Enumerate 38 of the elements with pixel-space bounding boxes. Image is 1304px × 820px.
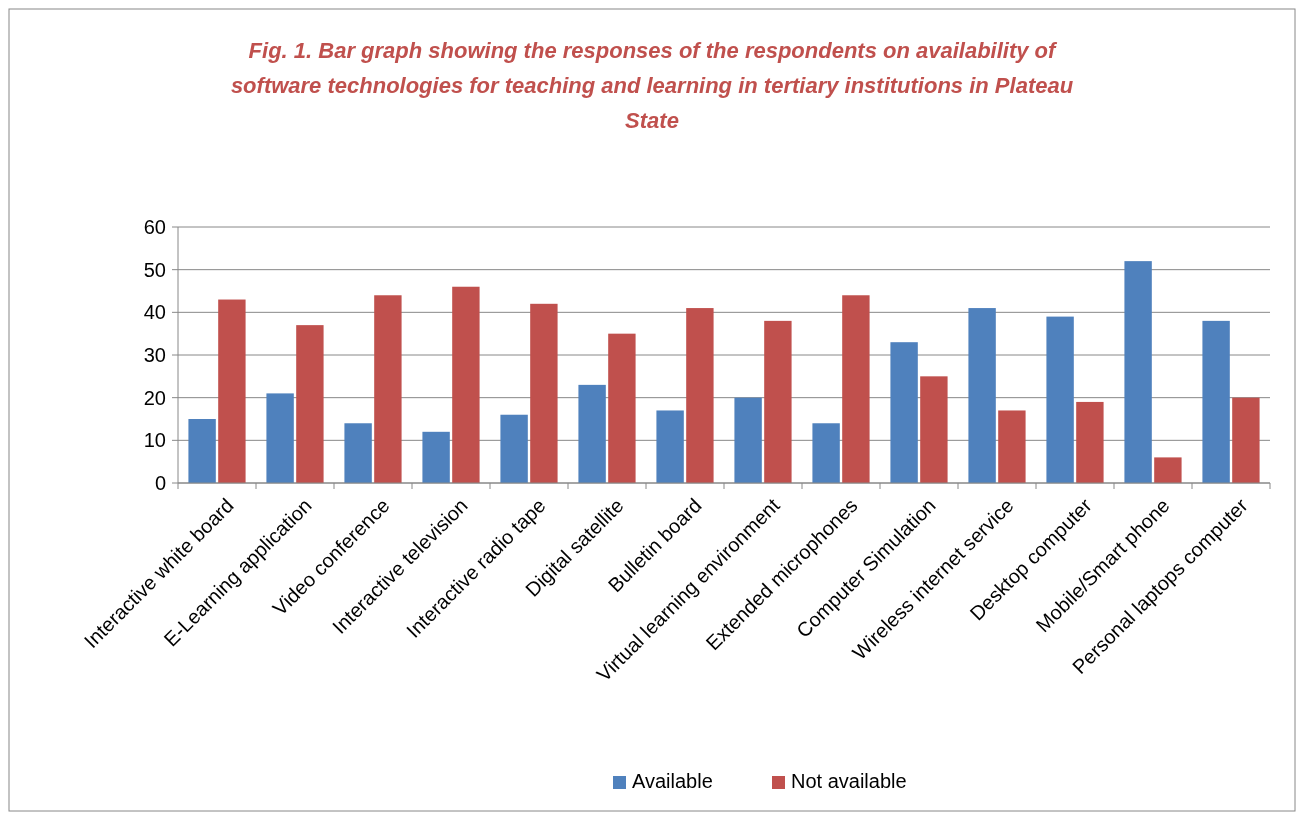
y-tick-label: 20 xyxy=(143,386,166,409)
bar xyxy=(452,286,480,483)
bar xyxy=(500,414,528,483)
bar xyxy=(890,342,918,483)
y-tick-label: 0 xyxy=(154,472,166,494)
bar xyxy=(656,410,684,483)
bar xyxy=(1046,316,1074,483)
bar xyxy=(812,423,840,483)
bar xyxy=(734,397,762,483)
legend-label: Available xyxy=(632,770,713,792)
y-tick-label: 10 xyxy=(143,429,166,452)
y-tick-label: 30 xyxy=(143,344,166,366)
bar xyxy=(842,295,870,483)
legend-label: Not available xyxy=(791,770,907,792)
bar xyxy=(998,410,1026,483)
bar xyxy=(266,393,294,483)
bar xyxy=(218,299,246,483)
bar xyxy=(1154,457,1182,483)
bar xyxy=(188,419,216,483)
bar xyxy=(344,423,372,483)
y-tick-label: 50 xyxy=(143,258,166,281)
y-tick-label: 40 xyxy=(143,301,166,324)
bar xyxy=(374,295,402,483)
bar xyxy=(764,320,792,483)
bar xyxy=(578,384,606,483)
bar xyxy=(296,325,324,483)
bar xyxy=(1124,261,1152,483)
bar xyxy=(608,333,636,483)
bar xyxy=(920,376,948,483)
bar xyxy=(686,308,714,483)
bar xyxy=(530,303,558,483)
bar xyxy=(1076,401,1104,483)
bar xyxy=(1202,320,1230,483)
chart-title: Fig. 1. Bar graph showing the responses of the respondents on availability of software technologies for teaching and learning in tertiary institutions in Plateau State xyxy=(230,38,1074,133)
bar xyxy=(1232,397,1260,483)
y-tick-label: 60 xyxy=(143,216,166,238)
bar xyxy=(968,308,996,483)
bar xyxy=(422,431,450,483)
